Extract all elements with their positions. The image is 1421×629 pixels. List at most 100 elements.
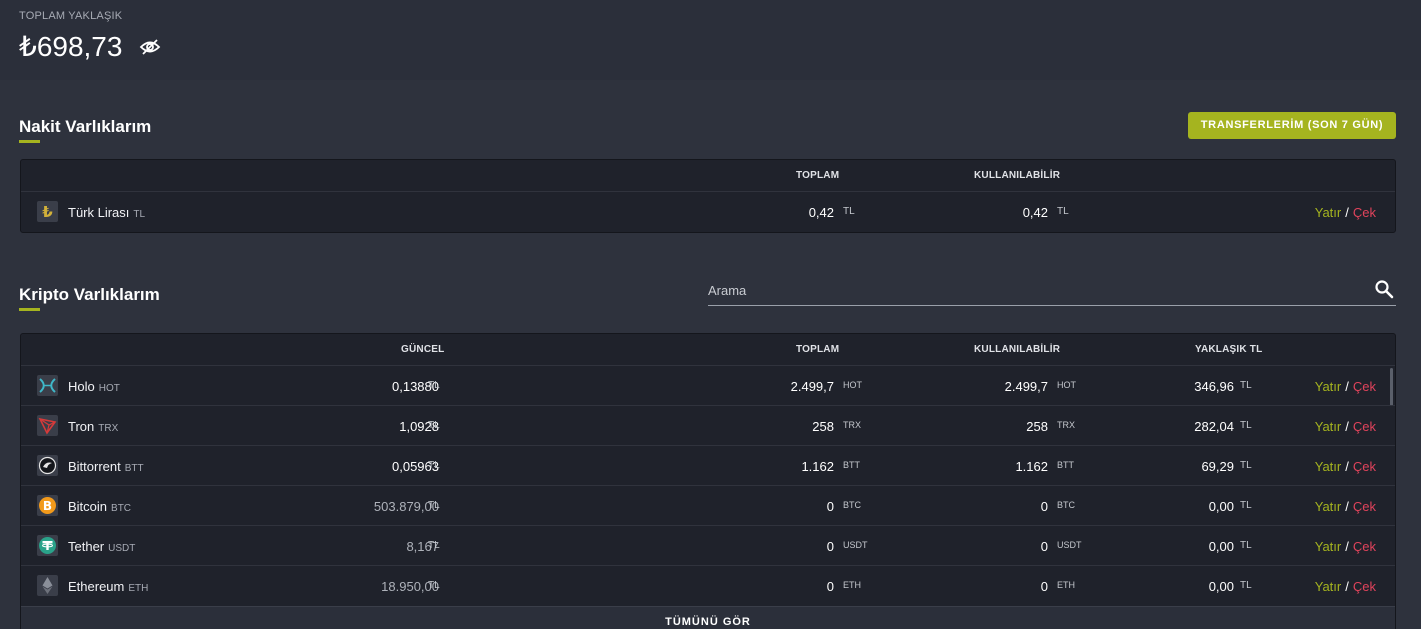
total-value: 2.499,7	[790, 379, 834, 394]
asset-name: Bitcoin BTC	[68, 499, 132, 514]
col-current: GÜNCEL	[401, 344, 445, 355]
asset-name: Ethereum ETH	[68, 579, 149, 594]
holo-icon	[37, 375, 58, 396]
total-value: 0	[826, 539, 834, 554]
total-unit: BTT	[843, 460, 860, 470]
col-available: KULLANILABİLİR	[974, 344, 1061, 355]
row-actions: Yatır / Çek	[1314, 205, 1376, 220]
withdraw-link[interactable]: Çek	[1352, 579, 1376, 594]
available-unit: TL	[1057, 206, 1069, 217]
asset-name: Tron TRX	[68, 419, 119, 434]
tether-icon	[37, 535, 58, 556]
total-label: TOPLAM YAKLAŞIK	[19, 10, 123, 22]
crypto-table: GÜNCEL TOPLAM KULLANILABİLİR YAKLAŞIK TL…	[20, 333, 1396, 629]
available-unit: BTC	[1057, 500, 1075, 510]
see-all-button[interactable]: TÜMÜNÜ GÖR	[21, 606, 1395, 629]
row-actions: Yatır / Çek	[1314, 579, 1376, 594]
total-unit: TL	[843, 206, 855, 217]
col-total: TOPLAM	[796, 170, 840, 181]
total-value: 1.162	[801, 459, 834, 474]
asset-name: Türk Lirası TL	[68, 205, 146, 220]
ethereum-icon	[37, 575, 58, 596]
row-actions: Yatır / Çek	[1314, 419, 1376, 434]
available-unit: ETH	[1057, 580, 1075, 590]
row-actions: Yatır / Çek	[1314, 379, 1376, 394]
table-row: Tron TRX 1,0928 TL 258 TRX 258 TRX 282,04…	[21, 406, 1395, 446]
current-price: 0,05963	[392, 459, 439, 474]
available-value: 258	[1026, 419, 1048, 434]
col-total: TOPLAM	[796, 344, 840, 355]
cash-section-title: Nakit Varlıklarım	[19, 117, 151, 143]
price-unit: TL	[428, 420, 440, 431]
col-approx-tl: YAKLAŞIK TL	[1195, 344, 1263, 355]
price-unit: TL	[428, 500, 440, 511]
approx-tl-unit: TL	[1240, 380, 1252, 391]
table-row: ₺ Türk Lirası TL 0,42 TL 0,42 TL Yatır / Çe…	[21, 192, 1395, 232]
deposit-link[interactable]: Yatır	[1314, 499, 1342, 514]
scrollbar[interactable]	[1390, 368, 1393, 406]
withdraw-link[interactable]: Çek	[1352, 379, 1376, 394]
table-row: B Bitcoin BTC 503.879,00 TL 0 BTC 0 BTC 0…	[21, 486, 1395, 526]
withdraw-link[interactable]: Çek	[1352, 499, 1376, 514]
price-unit: TL	[428, 540, 440, 551]
bitcoin-icon: B	[37, 495, 58, 516]
eye-slash-icon[interactable]	[139, 37, 161, 57]
price-unit: TL	[428, 580, 440, 591]
available-value: 1.162	[1015, 459, 1048, 474]
approx-tl-unit: TL	[1240, 500, 1252, 511]
available-unit: HOT	[1057, 380, 1076, 390]
approx-tl-value: 0,00	[1208, 579, 1234, 594]
search-icon[interactable]	[1374, 279, 1394, 299]
tron-icon	[37, 415, 58, 436]
turkish-lira-icon: ₺	[37, 201, 58, 222]
approx-tl-value: 346,96	[1194, 379, 1234, 394]
transfers-button[interactable]: TRANSFERLERİM (SON 7 GÜN)	[1188, 112, 1396, 139]
total-unit: BTC	[843, 500, 861, 510]
available-value: 0	[1040, 579, 1048, 594]
asset-name: Holo HOT	[68, 379, 120, 394]
total-amount: ₺698,73	[19, 31, 123, 62]
deposit-link[interactable]: Yatır	[1314, 379, 1342, 394]
current-price: 18.950,00	[381, 579, 439, 594]
approx-tl-unit: TL	[1240, 420, 1252, 431]
withdraw-link[interactable]: Çek	[1352, 539, 1376, 554]
approx-tl-value: 0,00	[1208, 499, 1234, 514]
crypto-table-header: GÜNCEL TOPLAM KULLANILABİLİR YAKLAŞIK TL	[21, 334, 1395, 366]
available-unit: BTT	[1057, 460, 1074, 470]
current-price: 0,13880	[392, 379, 439, 394]
row-actions: Yatır / Çek	[1314, 459, 1376, 474]
approx-tl-value: 69,29	[1201, 459, 1234, 474]
current-price: 1,0928	[399, 419, 439, 434]
current-price: 503.879,00	[373, 499, 439, 514]
crypto-section-title: Kripto Varlıklarım	[19, 285, 160, 311]
total-unit: TRX	[843, 420, 861, 430]
search-input[interactable]	[708, 281, 1348, 299]
available-unit: USDT	[1057, 540, 1082, 550]
row-actions: Yatır / Çek	[1314, 499, 1376, 514]
deposit-link[interactable]: Yatır	[1314, 539, 1342, 554]
deposit-link[interactable]: Yatır	[1314, 459, 1342, 474]
deposit-link[interactable]: Yatır	[1314, 205, 1342, 220]
price-unit: TL	[428, 460, 440, 471]
withdraw-link[interactable]: Çek	[1352, 419, 1376, 434]
total-value: 0,42	[808, 205, 834, 220]
table-row: Ethereum ETH 18.950,00 TL 0 ETH 0 ETH 0,0…	[21, 566, 1395, 606]
total-value: 0	[826, 499, 834, 514]
search-box	[708, 275, 1396, 306]
total-value: 258	[812, 419, 834, 434]
withdraw-link[interactable]: Çek	[1352, 205, 1376, 220]
total-unit: HOT	[843, 380, 862, 390]
table-row: Bittorrent BTT 0,05963 TL 1.162 BTT 1.162…	[21, 446, 1395, 486]
total-unit: ETH	[843, 580, 861, 590]
withdraw-link[interactable]: Çek	[1352, 459, 1376, 474]
svg-text:₺: ₺	[42, 203, 53, 221]
row-actions: Yatır / Çek	[1314, 539, 1376, 554]
deposit-link[interactable]: Yatır	[1314, 579, 1342, 594]
table-row: Tether USDT 8,167 TL 0 USDT 0 USDT 0,00 T…	[21, 526, 1395, 566]
cash-table: TOPLAM KULLANILABİLİR ₺ Türk Lirası TL 0,…	[20, 159, 1396, 233]
total-unit: USDT	[843, 540, 868, 550]
total-value: 0	[826, 579, 834, 594]
deposit-link[interactable]: Yatır	[1314, 419, 1342, 434]
cash-table-header: TOPLAM KULLANILABİLİR	[21, 160, 1395, 192]
asset-name: Tether USDT	[68, 539, 136, 554]
